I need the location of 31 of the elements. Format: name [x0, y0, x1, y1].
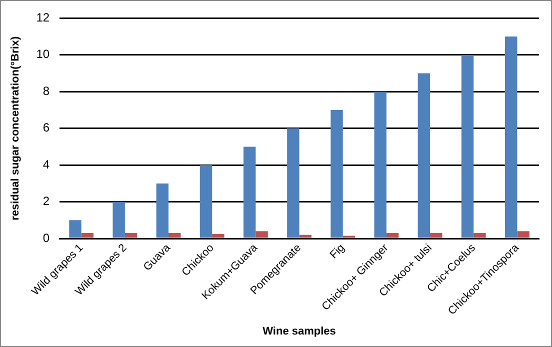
bar: [418, 73, 430, 238]
bar: [200, 165, 212, 238]
bar: [505, 36, 518, 238]
y-tick-label: 2: [42, 194, 50, 208]
bar: [330, 110, 343, 238]
y-tick-label: 0: [42, 230, 50, 245]
y-tick-label: 6: [42, 120, 50, 135]
bar: [243, 146, 256, 238]
x-tick-label: Fig: [328, 242, 348, 262]
bar: [69, 220, 82, 238]
bar: [474, 233, 486, 238]
bar: [386, 233, 399, 238]
y-tick-label: 4: [42, 157, 50, 172]
y-tick-label: 12: [36, 10, 50, 25]
bar: [168, 233, 181, 238]
bar: [461, 54, 474, 238]
bar: [212, 234, 224, 238]
bar: [517, 231, 530, 238]
y-tick-label: 10: [36, 47, 50, 62]
bar: [287, 128, 300, 238]
bar: [374, 92, 386, 238]
bar: [156, 183, 169, 238]
bar: [256, 231, 268, 238]
bar: [124, 233, 138, 238]
y-tick-label: 8: [42, 84, 50, 98]
bar: [81, 233, 94, 238]
bar: [299, 234, 312, 238]
bar: [430, 233, 442, 238]
bar: [112, 202, 125, 238]
x-axis-title: Wine samples: [262, 325, 336, 338]
y-axis-title: residual sugar concentration(°Brix): [10, 36, 22, 220]
